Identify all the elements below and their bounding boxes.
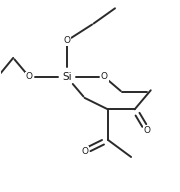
Text: O: O [101, 72, 108, 81]
Text: O: O [26, 72, 33, 81]
Text: O: O [63, 36, 70, 45]
Text: O: O [81, 147, 88, 156]
Text: Si: Si [62, 72, 72, 82]
Text: O: O [144, 126, 151, 135]
